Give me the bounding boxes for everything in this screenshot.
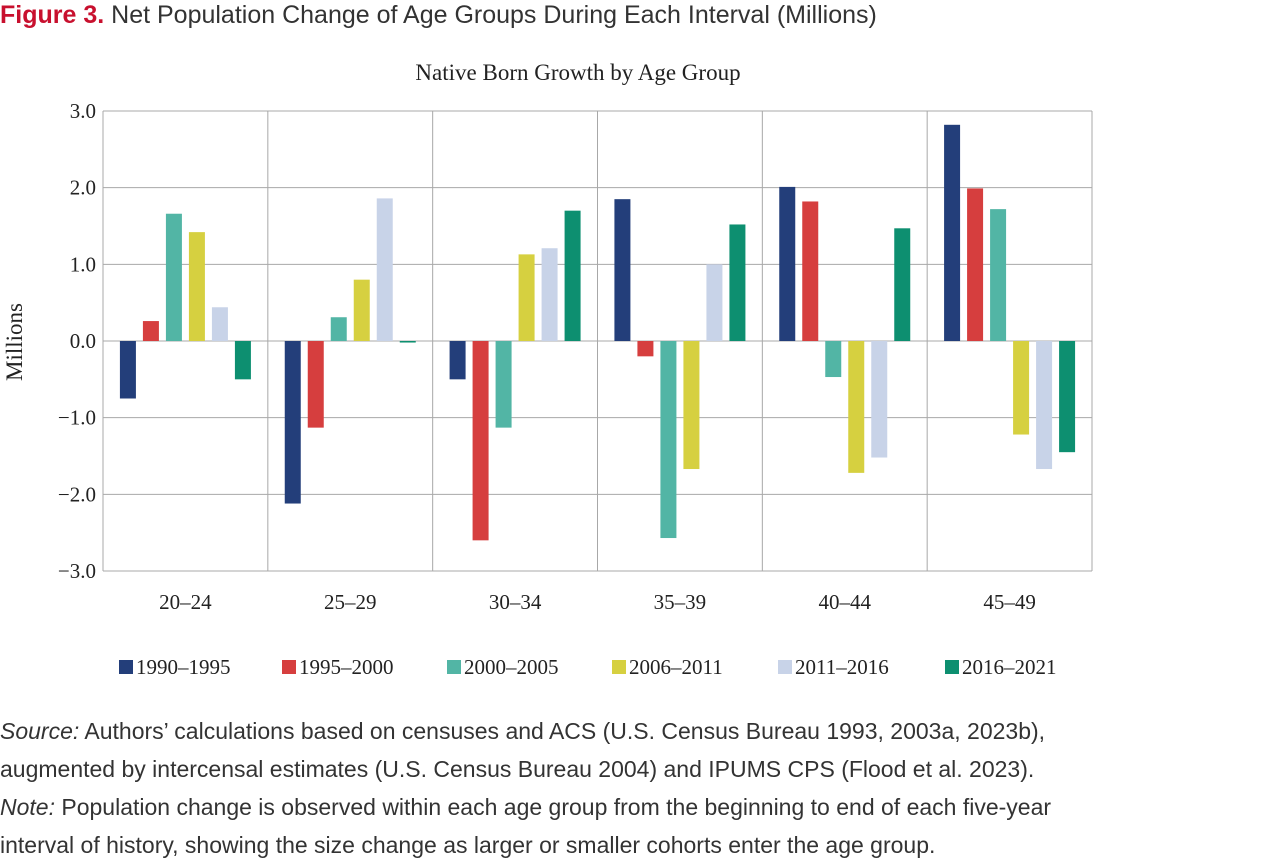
bar bbox=[894, 228, 911, 341]
bar bbox=[376, 198, 393, 341]
note-label: Note: bbox=[0, 794, 55, 820]
legend-swatch bbox=[945, 660, 959, 674]
bar bbox=[284, 341, 301, 504]
bar bbox=[119, 341, 136, 399]
note-continued: interval of history, showing the size ch… bbox=[0, 826, 1280, 864]
bar bbox=[211, 307, 228, 341]
y-tick-label: 2.0 bbox=[70, 176, 96, 200]
legend: 1990–1995 1995–2000 2000–2005 2006–2011 2011… bbox=[119, 655, 1057, 679]
x-tick-label: 40–44 bbox=[819, 590, 872, 614]
bar bbox=[825, 341, 842, 378]
legend-swatch bbox=[778, 660, 792, 674]
legend-item: 2011–2016 bbox=[778, 655, 889, 679]
bar bbox=[1013, 341, 1030, 435]
bar bbox=[399, 341, 416, 343]
bar bbox=[472, 341, 489, 541]
y-tick-label: −1.0 bbox=[58, 406, 96, 430]
legend-label: 1995–2000 bbox=[299, 655, 394, 679]
bar bbox=[614, 199, 631, 341]
legend-label: 2011–2016 bbox=[795, 655, 889, 679]
legend-swatch bbox=[447, 660, 461, 674]
y-tick-label: −2.0 bbox=[58, 482, 96, 506]
bar bbox=[188, 232, 205, 341]
bar bbox=[234, 341, 251, 380]
figure-title: Figure 3. Net Population Change of Age G… bbox=[0, 0, 1280, 40]
note: Note: Population change is observed with… bbox=[0, 788, 1280, 826]
figure-footer: Source: Authors’ calculations based on c… bbox=[0, 712, 1280, 864]
bar bbox=[449, 341, 466, 380]
figure-label: Figure 3. bbox=[0, 1, 105, 29]
bar bbox=[990, 209, 1007, 341]
legend-label: 2016–2021 bbox=[962, 655, 1057, 679]
legend-item: 1990–1995 bbox=[119, 655, 231, 679]
x-tick-label: 25–29 bbox=[324, 590, 377, 614]
y-tick-label: −3.0 bbox=[58, 559, 96, 583]
bar bbox=[967, 188, 984, 341]
bar bbox=[802, 201, 819, 341]
bar bbox=[729, 224, 746, 341]
source-text: Authors’ calculations based on censuses … bbox=[79, 718, 1046, 744]
chart-title: Native Born Growth by Age Group bbox=[415, 60, 740, 85]
source-label: Source: bbox=[0, 718, 80, 744]
note-text-2: interval of history, showing the size ch… bbox=[0, 832, 936, 858]
bar bbox=[1036, 341, 1053, 470]
bar-chart: Native Born Growth by Age Group Millions… bbox=[2, 60, 1093, 679]
source-text-2: augmented by intercensal estimates (U.S.… bbox=[0, 756, 1035, 782]
legend-swatch bbox=[612, 660, 626, 674]
x-tick-labels: 20–24 25–29 30–34 35–39 40–44 45–49 bbox=[159, 590, 1036, 614]
bar bbox=[871, 341, 888, 458]
bar bbox=[165, 213, 182, 341]
bar bbox=[307, 341, 324, 428]
y-tick-label: 0.0 bbox=[70, 329, 96, 353]
chart-grid bbox=[102, 110, 1093, 572]
bar bbox=[944, 124, 961, 341]
y-tick-label: 1.0 bbox=[70, 252, 96, 276]
legend-label: 1990–1995 bbox=[136, 655, 231, 679]
legend-item: 2016–2021 bbox=[945, 655, 1057, 679]
x-tick-label: 20–24 bbox=[159, 590, 212, 614]
bar bbox=[495, 341, 512, 428]
bar bbox=[1059, 341, 1076, 453]
legend-label: 2006–2011 bbox=[629, 655, 723, 679]
legend-item: 1995–2000 bbox=[282, 655, 394, 679]
bar bbox=[706, 264, 723, 341]
legend-swatch bbox=[282, 660, 296, 674]
bar bbox=[660, 341, 677, 539]
bar bbox=[142, 321, 159, 341]
bar bbox=[518, 254, 535, 341]
chart-bars bbox=[119, 124, 1076, 541]
y-tick-label: 3.0 bbox=[70, 99, 96, 123]
legend-item: 2000–2005 bbox=[447, 655, 559, 679]
x-tick-label: 35–39 bbox=[654, 590, 707, 614]
bar bbox=[848, 341, 865, 473]
y-axis-label: Millions bbox=[2, 303, 27, 381]
y-tick-labels: 3.0 2.0 1.0 0.0 −1.0 −2.0 −3.0 bbox=[58, 99, 96, 583]
bar bbox=[353, 279, 370, 341]
bar bbox=[330, 317, 347, 341]
note-text: Population change is observed within eac… bbox=[54, 794, 1052, 820]
legend-item: 2006–2011 bbox=[612, 655, 723, 679]
x-tick-label: 30–34 bbox=[489, 590, 542, 614]
source-note-continued: augmented by intercensal estimates (U.S.… bbox=[0, 750, 1280, 788]
bar bbox=[779, 186, 796, 341]
legend-label: 2000–2005 bbox=[464, 655, 559, 679]
figure-title-text: Net Population Change of Age Groups Duri… bbox=[111, 1, 877, 29]
source-note: Source: Authors’ calculations based on c… bbox=[0, 712, 1280, 750]
x-tick-label: 45–49 bbox=[983, 590, 1036, 614]
bar bbox=[637, 341, 654, 357]
bar bbox=[564, 210, 581, 341]
bar bbox=[541, 248, 558, 341]
bar bbox=[683, 341, 700, 470]
legend-swatch bbox=[119, 660, 133, 674]
